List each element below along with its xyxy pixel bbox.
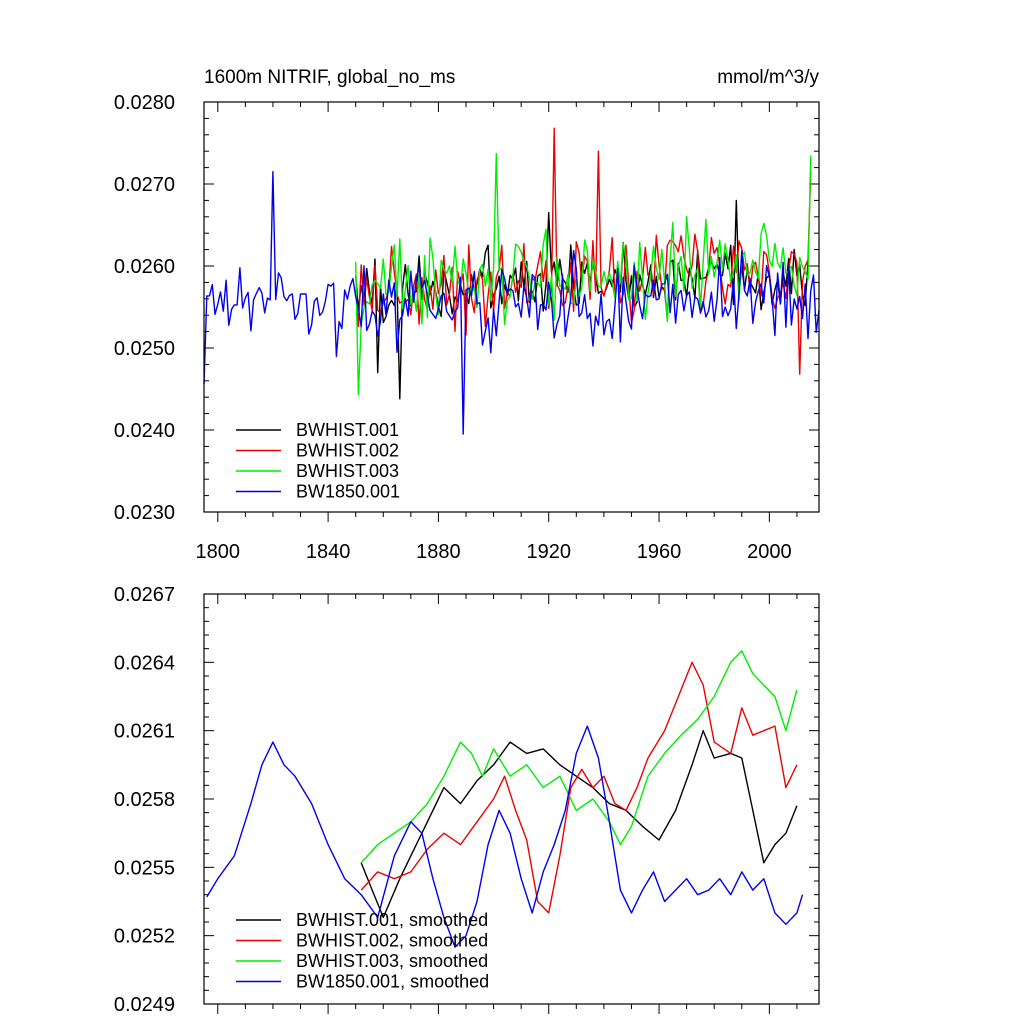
top-panel: 1600m NITRIF, global_no_ms mmol/m^3/y 0.… xyxy=(114,67,820,563)
y-tick-label: 0.0261 xyxy=(114,721,175,743)
x-tick-label: 1840 xyxy=(306,541,351,563)
top-panel-units: mmol/m^3/y xyxy=(717,67,819,88)
y-tick-label: 0.0230 xyxy=(114,502,175,524)
x-tick-label: 1920 xyxy=(526,541,571,563)
bottom-axis-ticks: 0.0249 0.0252 0.0255 0.0258 0.0261 0.0264 0.02… xyxy=(114,584,819,1016)
y-tick-label: 0.0258 xyxy=(114,789,175,811)
legend-label: BWHIST.003 xyxy=(296,461,399,481)
bottom-panel: 0.0249 0.0252 0.0255 0.0258 0.0261 0.0264 0.02… xyxy=(114,584,820,1016)
y-tick-label: 0.0249 xyxy=(114,994,175,1016)
y-tick-label: 0.0240 xyxy=(114,420,175,442)
y-tick-label: 0.0252 xyxy=(114,926,175,948)
bottom-series-lines xyxy=(206,650,804,948)
y-tick-label: 0.0260 xyxy=(114,256,175,278)
y-tick-label: 0.0280 xyxy=(114,92,175,114)
series-line-bw1850-001-smoothed xyxy=(206,725,804,948)
y-tick-label: 0.0270 xyxy=(114,174,175,196)
series-line-bwhist-002-smoothed xyxy=(360,661,798,914)
x-tick-label: 1960 xyxy=(637,541,682,563)
top-axis-ticks: 0.0230 0.0240 0.0250 0.0260 0.0270 0.0280 1800… xyxy=(114,92,819,563)
series-line-bwhist-001-smoothed xyxy=(360,730,798,919)
series-line-bwhist-003-smoothed xyxy=(360,650,798,864)
series-line-bwhist-003 xyxy=(355,153,812,396)
y-tick-label: 0.0267 xyxy=(114,584,175,606)
top-series-lines xyxy=(203,127,820,435)
legend-label: BWHIST.002 xyxy=(296,441,399,461)
legend-label: BWHIST.003, smoothed xyxy=(296,951,488,971)
legend-label: BWHIST.001, smoothed xyxy=(296,910,488,930)
top-plot-frame xyxy=(203,101,820,513)
bottom-plot-frame xyxy=(203,593,820,1005)
y-tick-label: 0.0250 xyxy=(114,338,175,360)
x-tick-label: 1800 xyxy=(196,541,241,563)
x-tick-label: 1880 xyxy=(416,541,461,563)
series-line-bw1850-001 xyxy=(203,171,820,435)
legend-label: BW1850.001 xyxy=(296,482,400,502)
y-tick-label: 0.0255 xyxy=(114,857,175,879)
top-panel-title: 1600m NITRIF, global_no_ms xyxy=(204,67,455,88)
legend-label: BW1850.001, smoothed xyxy=(296,972,489,992)
x-tick-label: 2000 xyxy=(747,541,792,563)
y-tick-label: 0.0264 xyxy=(114,652,175,674)
legend-label: BWHIST.002, smoothed xyxy=(296,931,488,951)
legend-label: BWHIST.001 xyxy=(296,420,399,440)
